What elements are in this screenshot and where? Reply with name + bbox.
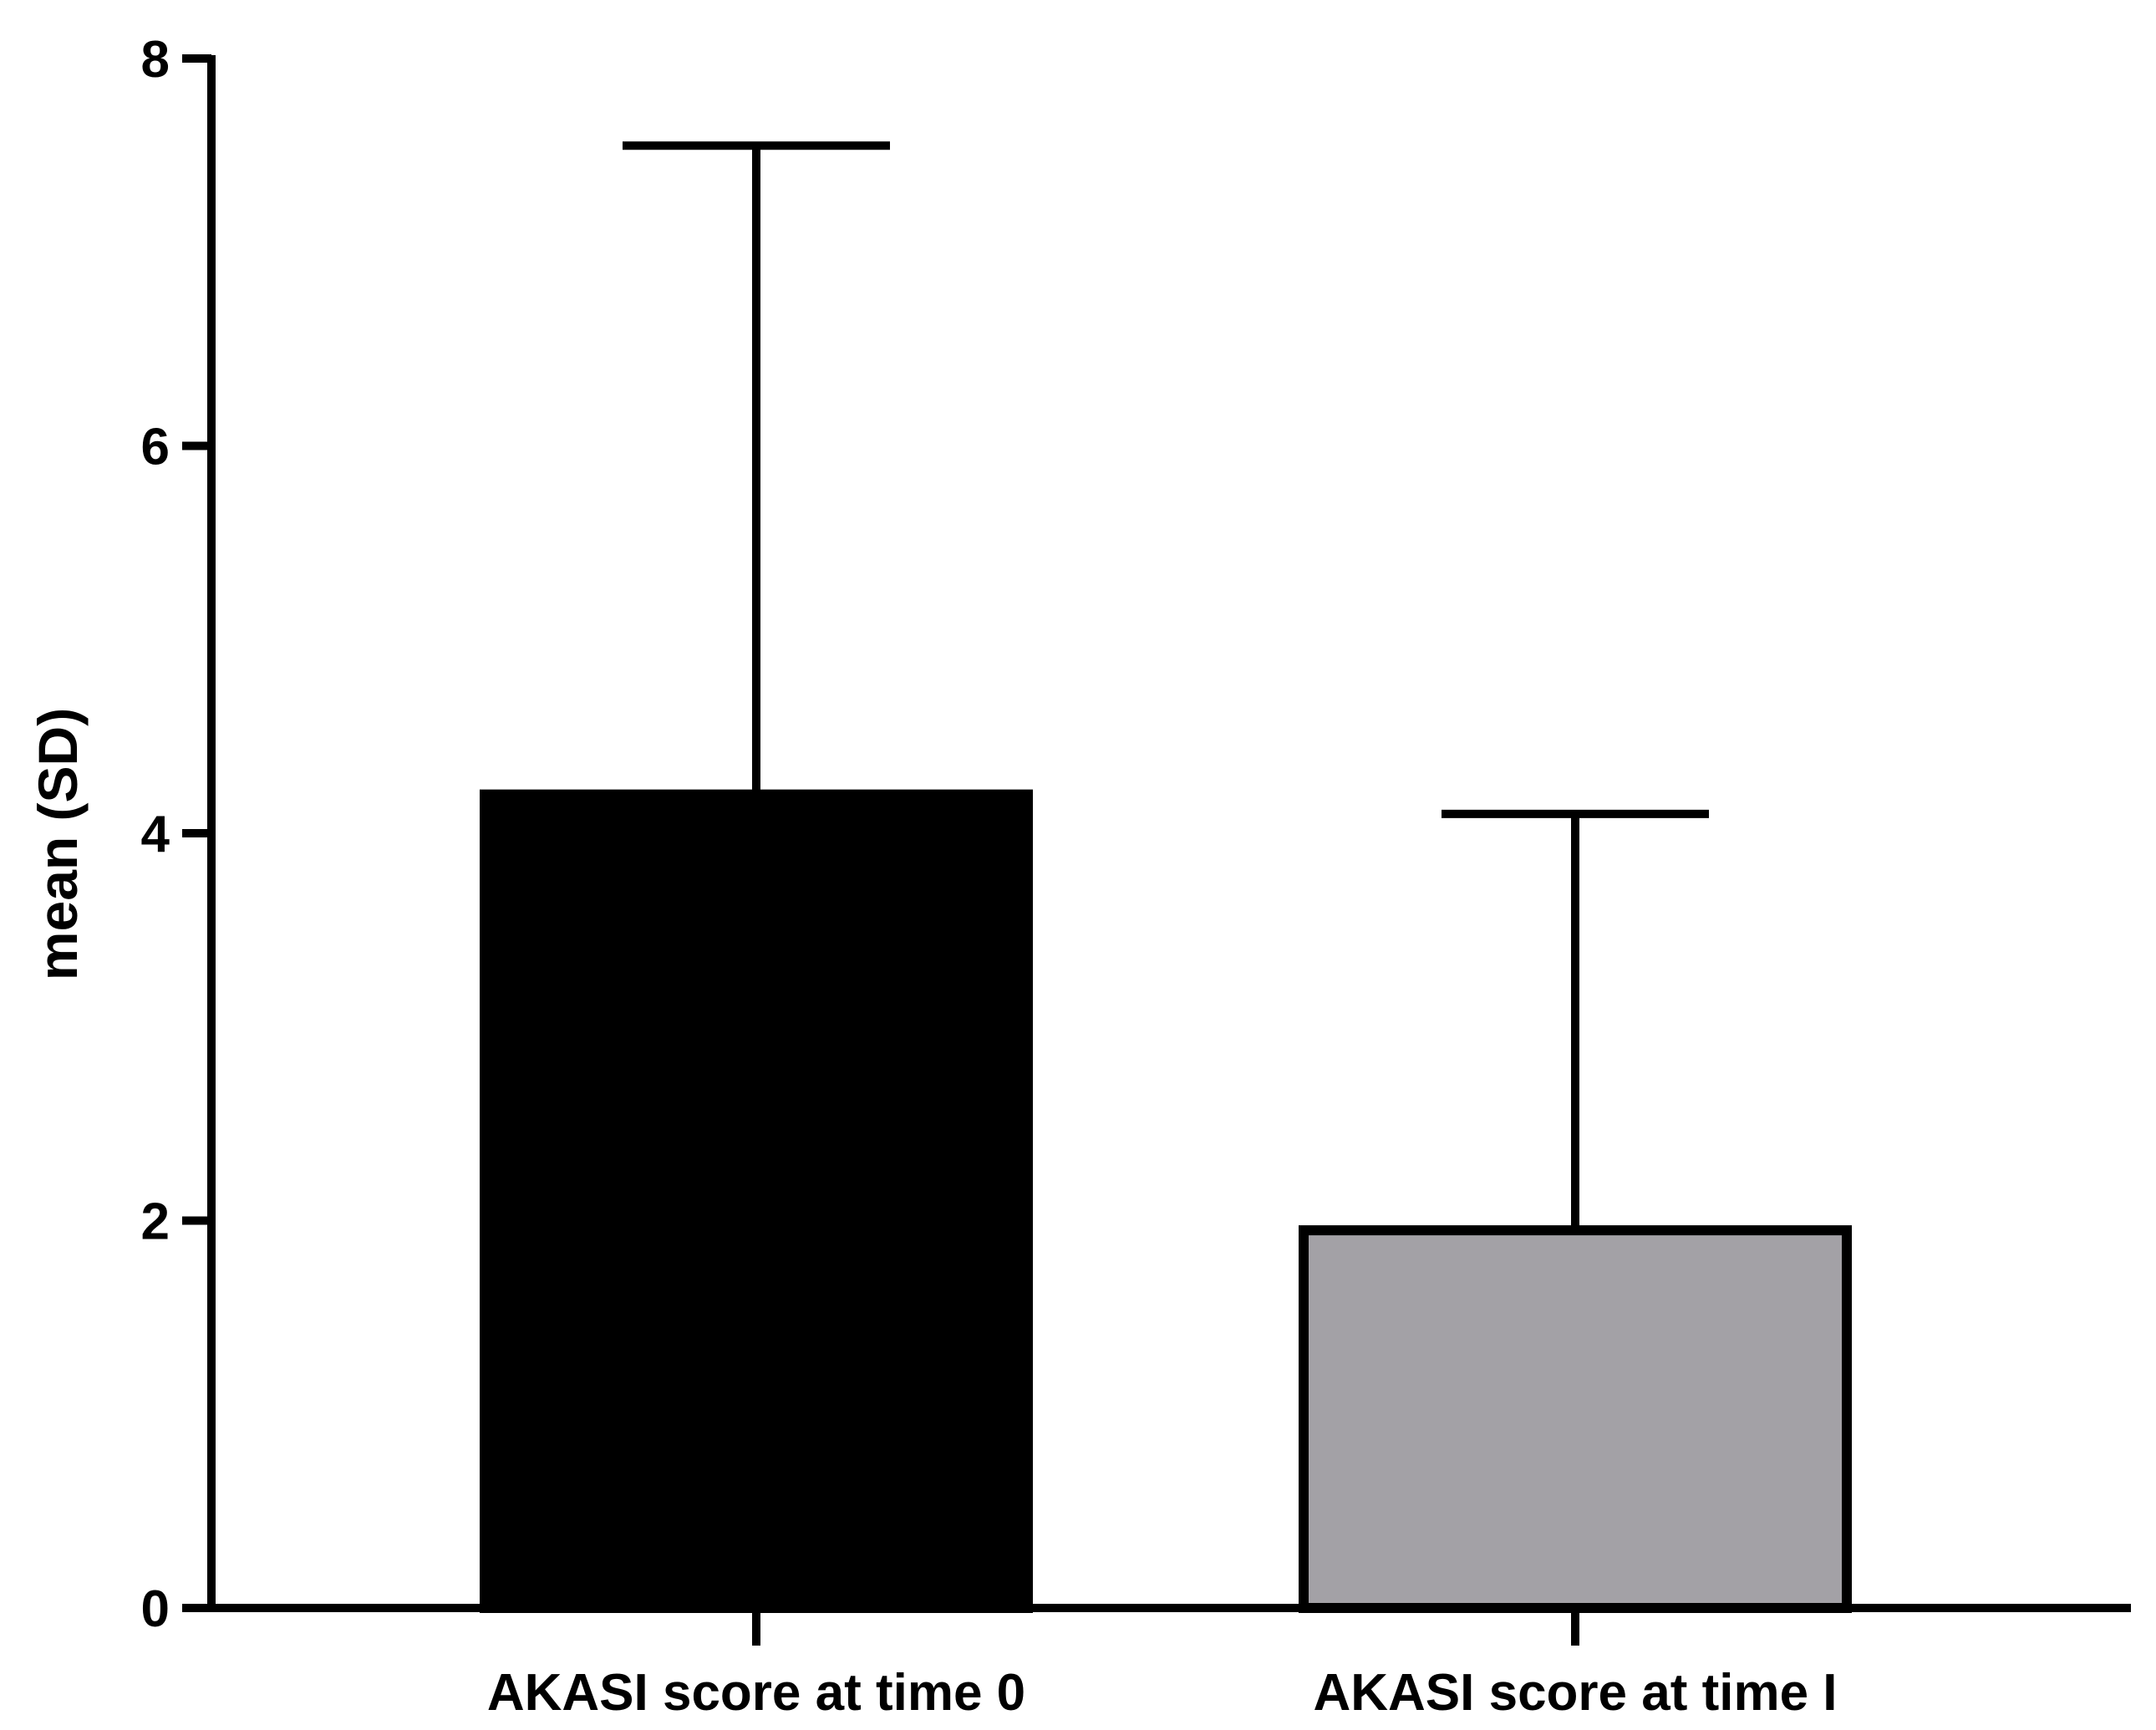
- y-tick-label: 0: [141, 1580, 170, 1638]
- y-tick-label: 2: [141, 1193, 170, 1251]
- x-tick-label: AKASI score at time I: [1313, 1664, 1837, 1722]
- y-tick-label: 6: [141, 419, 170, 476]
- y-tick-label: 8: [141, 31, 170, 89]
- bar-1: [480, 789, 1033, 1613]
- y-axis-title: mean (SD): [27, 708, 89, 980]
- bar-2: [1299, 1225, 1852, 1614]
- y-tick-label: 4: [141, 806, 170, 863]
- plot-area: 0 2 4 6 8 AKASI score at time 0 AKASI score at…: [141, 31, 2131, 1722]
- x-tick-label: AKASI score at time 0: [487, 1664, 1025, 1722]
